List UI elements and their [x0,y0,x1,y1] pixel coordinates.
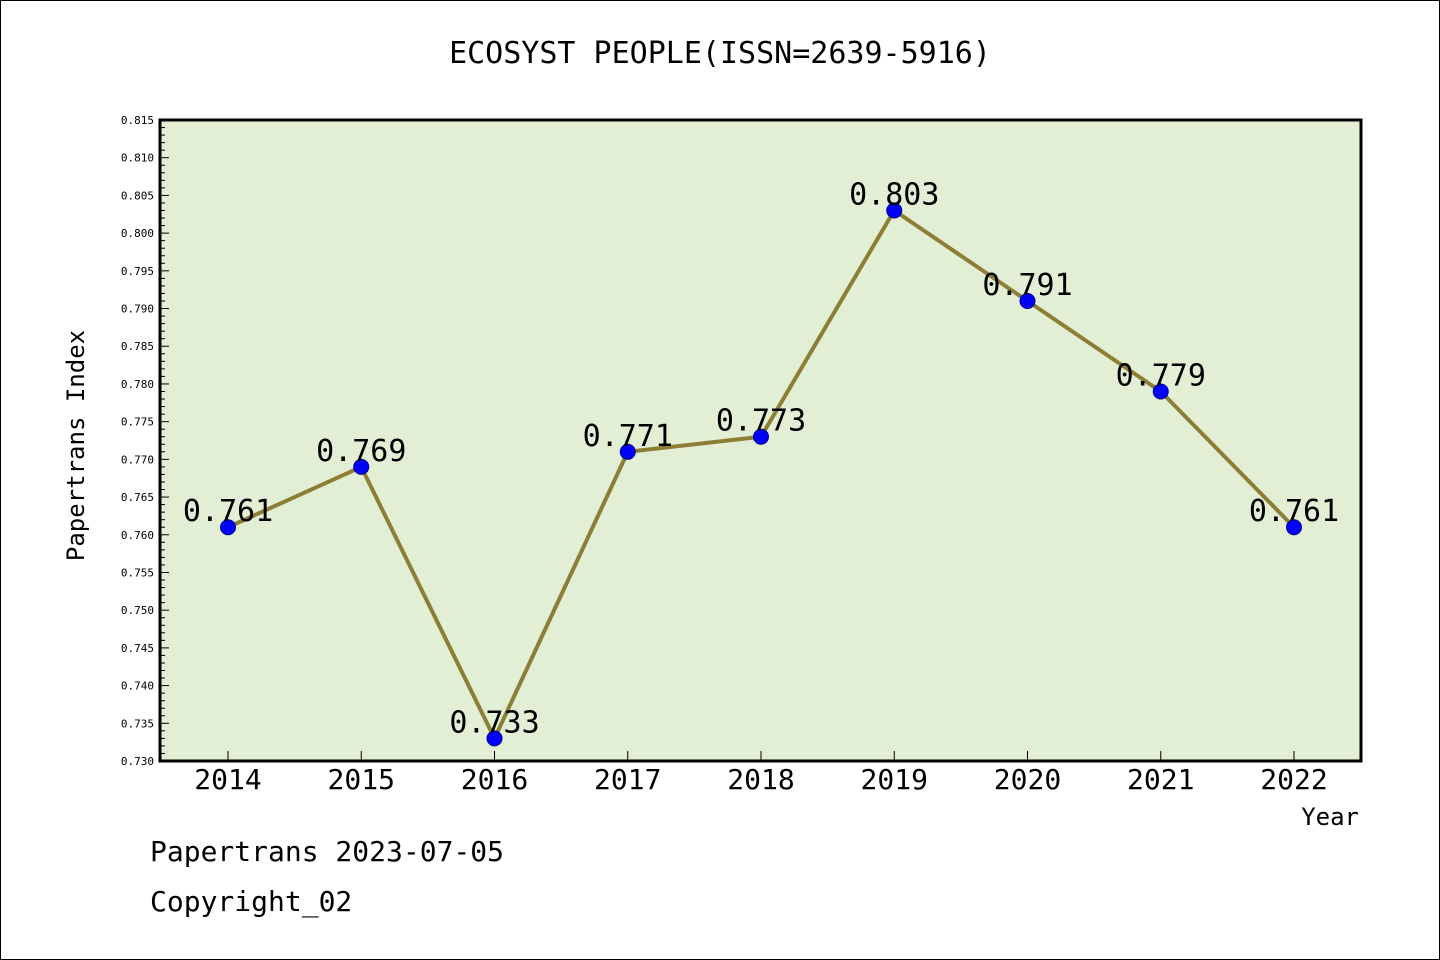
y-tick-label: 0.805 [121,189,154,202]
data-point [486,730,503,747]
data-label: 0.791 [982,268,1072,303]
x-tick-label: 2014 [194,763,261,796]
x-tick-label: 2019 [861,763,928,796]
data-label: 0.803 [849,177,939,212]
data-point [220,519,236,536]
x-axis-label: Year [1301,803,1359,831]
footer-date: Papertrans 2023-07-05 [150,835,505,868]
y-tick-label: 0.765 [121,491,154,504]
y-tick-label: 0.810 [121,152,154,165]
y-axis-label: Papertrans Index [62,330,90,561]
x-tick-label: 2020 [994,763,1061,796]
y-axis-ticks: 0.730 0.735 0.740 0.745 0.750 0.755 0.760 0.765… [121,114,169,768]
data-label: 0.773 [716,404,806,439]
data-point [619,443,636,460]
y-tick-label: 0.795 [121,265,154,278]
data-label: 0.761 [1249,494,1339,529]
x-tick-label: 2018 [727,763,794,796]
data-label: 0.771 [583,419,673,454]
y-tick-label: 0.770 [121,453,154,466]
data-label: 0.733 [449,705,539,740]
x-axis-ticks: 2014 2015 2016 2017 2018 2019 2020 2021 2022 [194,751,1328,796]
data-point [353,458,370,475]
x-tick-label: 2017 [594,763,661,796]
y-tick-label: 0.815 [121,114,154,127]
x-tick-label: 2015 [328,763,395,796]
footer-copyright: Copyright_02 [150,885,353,918]
data-point [1019,292,1036,309]
y-tick-label: 0.750 [121,604,154,617]
x-tick-label: 2021 [1127,763,1194,796]
data-point [753,428,769,445]
data-point [886,202,903,219]
data-label: 0.761 [183,494,273,529]
y-tick-label: 0.800 [121,227,154,240]
y-tick-label: 0.740 [121,680,154,693]
x-tick-label: 2016 [461,763,528,796]
x-tick-label: 2022 [1260,763,1327,796]
y-tick-label: 0.775 [121,416,154,429]
y-tick-label: 0.730 [121,755,154,768]
y-tick-label: 0.790 [121,303,154,316]
data-labels: 0.761 0.769 0.733 0.771 0.773 0.803 0.791 0.779… [183,177,1339,740]
series-group [220,202,1302,747]
y-tick-label: 0.755 [121,566,154,579]
data-point [1152,383,1169,400]
y-tick-label: 0.745 [121,642,154,655]
y-tick-label: 0.735 [121,717,154,730]
y-tick-label: 0.780 [121,378,154,391]
data-label: 0.769 [316,434,406,469]
y-tick-label: 0.760 [121,529,154,542]
data-label: 0.779 [1116,358,1206,393]
data-point [1286,519,1302,536]
y-tick-label: 0.785 [121,340,154,353]
chart-title: ECOSYST PEOPLE(ISSN=2639-5916) [449,36,991,71]
